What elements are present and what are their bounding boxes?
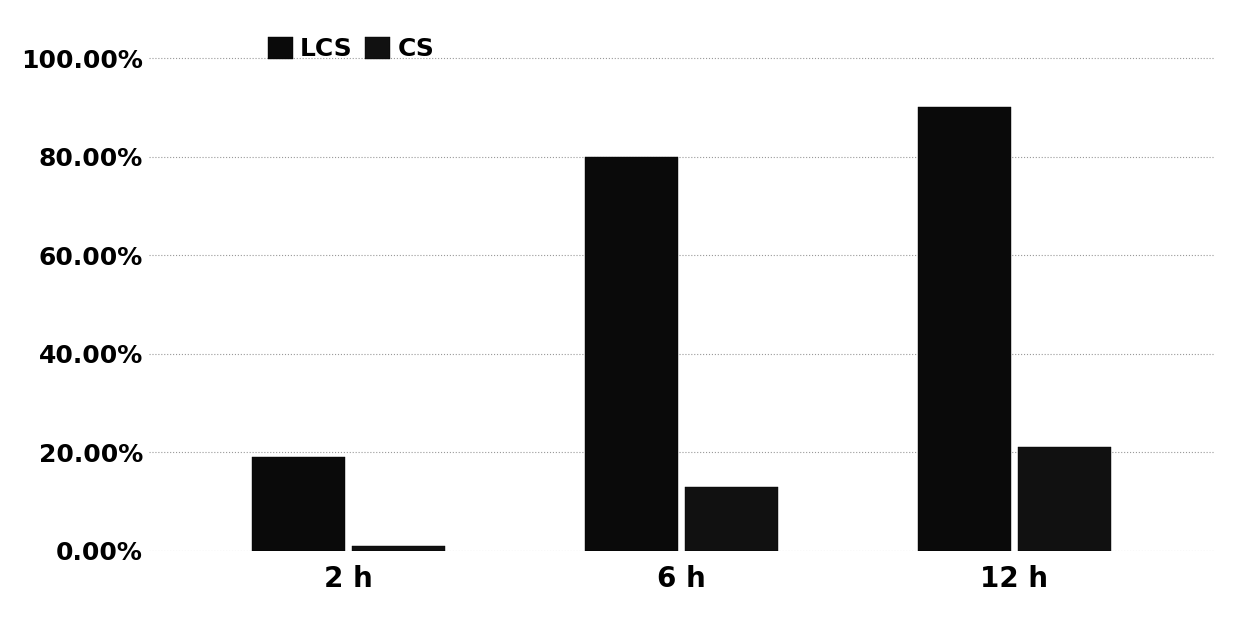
Legend: LCS, CS: LCS, CS bbox=[268, 36, 435, 61]
Bar bbox=[1017, 448, 1111, 551]
Bar bbox=[252, 457, 346, 551]
Bar bbox=[918, 108, 1011, 551]
Bar bbox=[585, 156, 678, 551]
Bar bbox=[685, 487, 778, 551]
Bar bbox=[352, 546, 445, 551]
